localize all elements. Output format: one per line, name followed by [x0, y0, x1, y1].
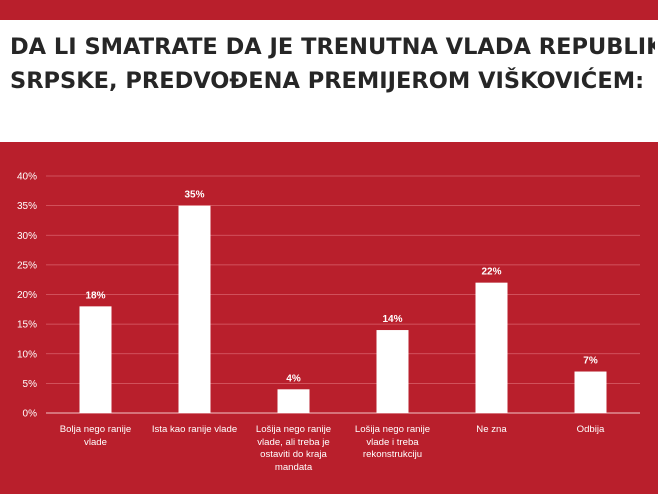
bar — [376, 330, 409, 413]
x-category-label: Lošija nego ranije vlade i treba rekonstru… — [338, 424, 448, 462]
data-label: 35% — [184, 190, 204, 201]
x-category-label-line: Ne zna — [476, 424, 507, 435]
x-category-label: Ista kao ranije vlade — [140, 424, 250, 437]
x-category-label-line: Ista kao ranije vlade — [151, 424, 238, 435]
y-tick-label: 5% — [23, 379, 38, 390]
bar — [277, 389, 310, 413]
bar — [79, 306, 112, 413]
x-category-label-line: Lošija nego ranije — [255, 424, 332, 435]
y-tick-label: 0% — [23, 409, 38, 420]
title-box — [0, 20, 658, 142]
x-category-label: Bolja nego ranije vlade — [41, 424, 151, 449]
x-category-label: Lošija nego ranije vlade, ali treba je ost… — [239, 424, 349, 474]
x-category-label-line: vlade — [84, 436, 107, 448]
x-category-label-line: vlade, ali treba je — [257, 436, 330, 448]
chart-title-line-2: SRPSKE, PREDVOĐENA PREMIJEROM VIŠKOVIĆEM… — [10, 68, 645, 94]
x-category-label-line: rekonstrukciju — [362, 449, 423, 460]
bar — [574, 371, 607, 413]
y-tick-label: 30% — [17, 231, 37, 242]
x-category-label-line: Lošija nego ranije — [354, 424, 431, 435]
data-label: 4% — [286, 373, 301, 384]
top-strip — [0, 0, 658, 20]
x-category-label-line: Odbija — [576, 424, 605, 435]
x-category-label-line: ostaviti do kraja — [260, 449, 327, 460]
y-tick-label: 20% — [17, 290, 37, 301]
y-tick-label: 40% — [17, 172, 37, 183]
y-tick-label: 25% — [17, 260, 37, 271]
y-tick-label: 10% — [17, 349, 37, 360]
data-label: 14% — [382, 314, 402, 325]
chart-title: DA LI SMATRATE DA JE TRENUTNA VLADA REPU… — [10, 30, 655, 98]
x-category-label-line: Bolja nego ranije — [59, 424, 132, 435]
data-label: 22% — [481, 267, 501, 278]
x-category-label: Ne zna — [437, 424, 547, 437]
y-tick-label: 15% — [17, 320, 37, 331]
y-tick-label: 35% — [17, 201, 37, 212]
x-category-label-line: vlade i treba — [366, 436, 419, 448]
x-category-label: Odbija — [536, 424, 646, 437]
data-label: 18% — [85, 290, 105, 301]
data-label: 7% — [583, 356, 598, 367]
bar — [475, 282, 508, 413]
bar — [178, 205, 211, 413]
chart-title-line-1: DA LI SMATRATE DA JE TRENUTNA VLADA REPU… — [10, 34, 655, 60]
x-category-label-line: mandata — [274, 461, 313, 473]
